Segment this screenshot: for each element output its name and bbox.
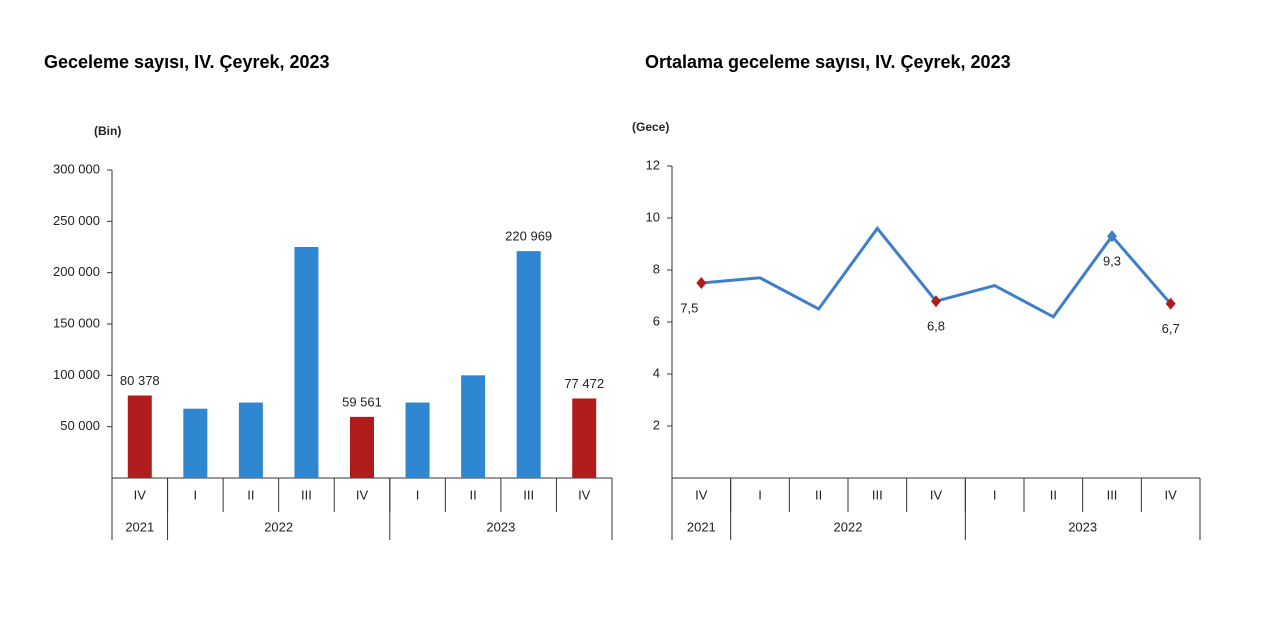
x-tick-label: III — [301, 487, 312, 502]
marker — [931, 295, 941, 308]
y-tick-label: 300 000 — [53, 161, 100, 176]
y-tick-label: 150 000 — [53, 315, 100, 330]
x-tick-label: I — [194, 487, 198, 502]
y-tick-label: 8 — [653, 261, 660, 276]
x-tick-label: IV — [1165, 487, 1178, 502]
marker — [696, 277, 707, 289]
bar — [127, 395, 152, 478]
x-tick-label: III — [872, 487, 883, 502]
y-tick-label: 200 000 — [53, 264, 100, 279]
chart-title: Geceleme sayısı, IV. Çeyrek, 2023 — [44, 52, 330, 72]
group-label: 2021 — [125, 519, 154, 534]
y-tick-label: 250 000 — [53, 213, 100, 228]
marker — [1165, 297, 1176, 310]
x-tick-label: I — [416, 487, 420, 502]
bar — [183, 408, 208, 478]
group-label: 2021 — [687, 519, 716, 534]
x-tick-label: I — [993, 487, 997, 502]
x-tick-label: II — [815, 487, 822, 502]
x-tick-label: II — [469, 487, 476, 502]
bar — [294, 247, 319, 478]
x-tick-label: II — [1050, 487, 1057, 502]
x-tick-label: IV — [134, 487, 147, 502]
group-label: 2023 — [1068, 519, 1097, 534]
group-label: 2022 — [264, 519, 293, 534]
x-tick-label: IV — [930, 487, 943, 502]
y-tick-label: 4 — [653, 365, 660, 380]
bar — [461, 375, 486, 478]
bar — [238, 402, 263, 478]
value-label: 9,3 — [1103, 254, 1121, 269]
bar — [350, 416, 374, 478]
value-label: 80 378 — [120, 373, 160, 388]
bar — [516, 251, 541, 478]
x-tick-label: II — [247, 487, 254, 502]
axis-unit: (Bin) — [94, 124, 121, 138]
x-tick-label: I — [758, 487, 762, 502]
bar — [572, 398, 597, 478]
marker — [1107, 230, 1117, 243]
x-tick-label: IV — [695, 487, 708, 502]
group-label: 2022 — [834, 519, 863, 534]
chart-title: Ortalama geceleme sayısı, IV. Çeyrek, 20… — [645, 52, 1011, 72]
x-tick-label: III — [523, 487, 534, 502]
y-tick-label: 2 — [653, 417, 660, 432]
value-label: 6,8 — [927, 319, 945, 334]
y-tick-label: 12 — [646, 157, 660, 172]
x-tick-label: IV — [578, 487, 591, 502]
bar — [405, 402, 430, 478]
x-tick-label: IV — [356, 487, 369, 502]
value-label: 7,5 — [680, 300, 698, 315]
y-tick-label: 10 — [646, 209, 660, 224]
group-label: 2023 — [486, 519, 515, 534]
x-tick-label: III — [1107, 487, 1118, 502]
y-tick-label: 50 000 — [60, 418, 100, 433]
value-label: 220 969 — [505, 229, 552, 244]
y-tick-label: 100 000 — [53, 367, 100, 382]
value-label: 6,7 — [1162, 321, 1180, 336]
value-label: 59 561 — [342, 394, 382, 409]
axis-unit: (Gece) — [632, 120, 669, 134]
value-label: 77 472 — [564, 376, 604, 391]
y-tick-label: 6 — [653, 313, 660, 328]
